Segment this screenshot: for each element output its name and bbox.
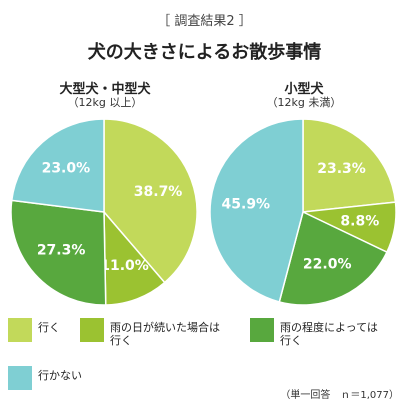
pie-0-label-walk: 38.7%	[134, 184, 183, 200]
pie-0-slice-walk-moderate	[10, 199, 107, 306]
pie-0-slice-no-walk	[10, 118, 105, 213]
legend-label-walk-moderate: 雨の程度によっては 行く	[280, 321, 378, 347]
pie-subtitle-small-dogs: （12kg 未満）	[266, 96, 342, 109]
legend-swatch-walk-rain	[80, 318, 104, 342]
footnote: （単一回答 ｎ＝1,077）	[280, 390, 399, 401]
pie-0-label-no-walk: 23.0%	[42, 161, 91, 177]
chart-title: 犬の大きさによるお散歩事情	[87, 42, 322, 63]
pie-0-label-walk-moderate: 27.3%	[37, 243, 86, 259]
pie-0-label-walk-rain: 11.0%	[100, 258, 149, 274]
legend-swatch-walk	[8, 318, 32, 342]
pie-title-large-dogs: 大型犬・中型犬	[59, 82, 151, 97]
pie-1-label-walk-rain: 8.8%	[340, 214, 379, 230]
pie-small-dogs: 23.3% 8.8% 22.0% 45.9%	[209, 118, 397, 306]
pie-large-dogs: 38.7% 11.0% 27.3% 23.0%	[10, 118, 198, 306]
legend-item-walk-rain: 雨の日が続いた場合は 行く	[80, 318, 220, 347]
legend-item-walk: 行く	[8, 318, 60, 342]
pie-title-small-dogs: 小型犬	[284, 82, 324, 97]
pie-charts: 38.7% 11.0% 27.3% 23.0% 23.3% 8.8% 22.0% 45.9%	[10, 118, 397, 306]
pie-1-label-walk-moderate: 22.0%	[303, 256, 352, 272]
legend-label-walk-rain: 雨の日が続いた場合は 行く	[110, 321, 220, 347]
legend-label-no-walk: 行かない	[38, 369, 82, 382]
legend-item-no-walk: 行かない	[8, 366, 82, 390]
pie-1-label-no-walk: 45.9%	[222, 197, 271, 213]
legend-item-walk-moderate: 雨の程度によっては 行く	[250, 318, 378, 347]
pie-subtitle-large-dogs: （12kg 以上）	[67, 96, 143, 109]
survey-label: ［ 調査結果2 ］	[157, 14, 252, 29]
legend-swatch-no-walk	[8, 366, 32, 390]
pie-1-slice-no-walk	[209, 118, 304, 303]
legend-swatch-walk-moderate	[250, 318, 274, 342]
pie-1-label-walk: 23.3%	[317, 161, 366, 177]
pie-0-slice-walk	[103, 118, 198, 284]
pie-1-slice-walk-moderate	[278, 210, 388, 306]
legend-label-walk: 行く	[38, 321, 60, 334]
pie-1-slice-walk	[302, 118, 397, 213]
